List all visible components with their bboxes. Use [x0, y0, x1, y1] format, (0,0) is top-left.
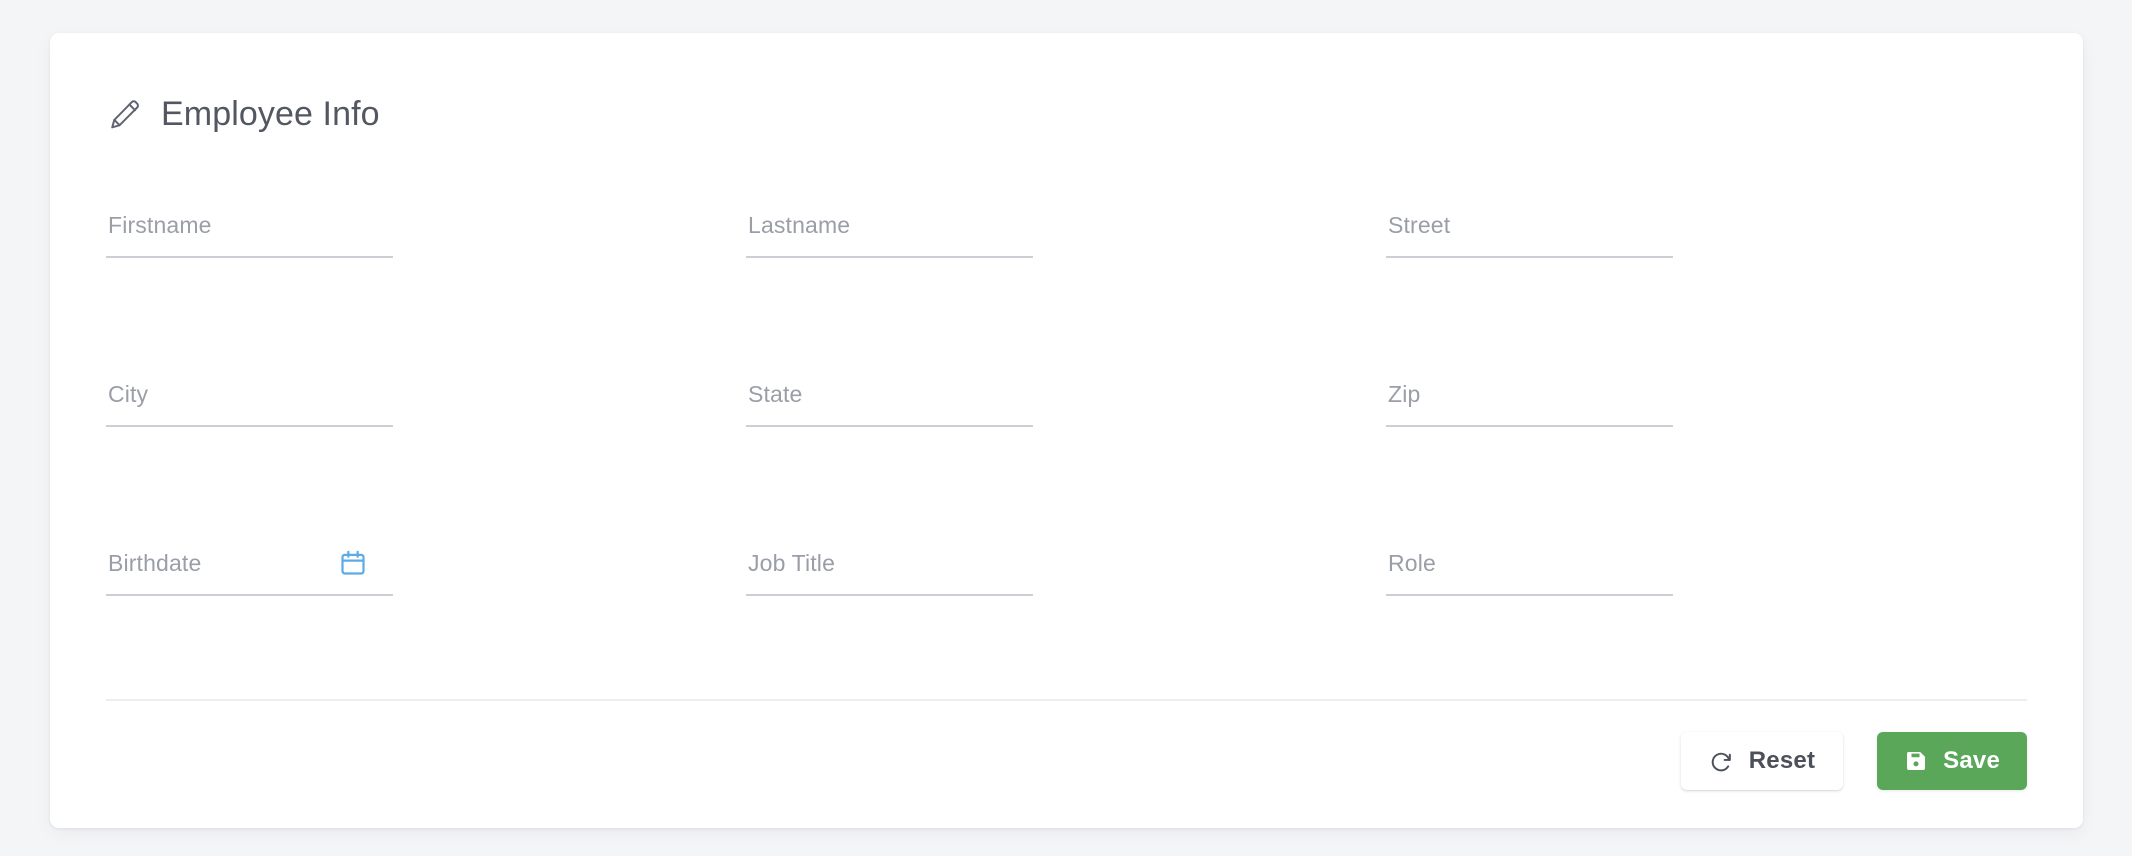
field-job-title[interactable]: Job Title	[746, 537, 1033, 617]
footer-divider	[106, 699, 2027, 701]
field-underline-firstname	[106, 256, 393, 258]
calendar-icon[interactable]	[339, 549, 367, 577]
save-button-label: Save	[1943, 747, 2000, 774]
employee-form-grid: Firstname Lastname Street City State Zip	[106, 199, 2027, 706]
field-state[interactable]: State	[746, 368, 1033, 448]
pencil-icon	[108, 97, 142, 131]
field-label-birthdate: Birthdate	[108, 550, 202, 576]
field-underline-city	[106, 425, 393, 427]
field-label-street: Street	[1388, 212, 1451, 238]
field-underline-job-title	[746, 594, 1033, 596]
refresh-icon	[1709, 749, 1734, 774]
field-label-firstname: Firstname	[108, 212, 212, 238]
field-label-lastname: Lastname	[748, 212, 851, 238]
field-underline-lastname	[746, 256, 1033, 258]
field-label-role: Role	[1388, 550, 1436, 576]
field-underline-birthdate	[106, 594, 393, 596]
save-floppy-icon	[1904, 749, 1928, 773]
card-header: Employee Info	[106, 85, 2027, 143]
field-underline-street	[1386, 256, 1673, 258]
save-button[interactable]: Save	[1877, 732, 2027, 790]
field-firstname[interactable]: Firstname	[106, 199, 393, 279]
page-title: Employee Info	[161, 95, 380, 133]
field-label-city: City	[108, 381, 149, 407]
field-underline-role	[1386, 594, 1673, 596]
field-label-job-title: Job Title	[748, 550, 836, 576]
card-footer: Reset Save	[106, 699, 2027, 790]
field-street[interactable]: Street	[1386, 199, 1673, 279]
employee-info-card: Employee Info Firstname Lastname Street …	[50, 33, 2083, 828]
field-label-zip: Zip	[1388, 381, 1421, 407]
field-underline-zip	[1386, 425, 1673, 427]
footer-actions: Reset Save	[106, 701, 2027, 790]
field-birthdate[interactable]: Birthdate	[106, 537, 393, 617]
field-lastname[interactable]: Lastname	[746, 199, 1033, 279]
field-role[interactable]: Role	[1386, 537, 1673, 617]
reset-button-label: Reset	[1748, 747, 1816, 774]
field-city[interactable]: City	[106, 368, 393, 448]
field-zip[interactable]: Zip	[1386, 368, 1673, 448]
field-underline-state	[746, 425, 1033, 427]
reset-button[interactable]: Reset	[1680, 732, 1844, 790]
field-label-state: State	[748, 381, 803, 407]
